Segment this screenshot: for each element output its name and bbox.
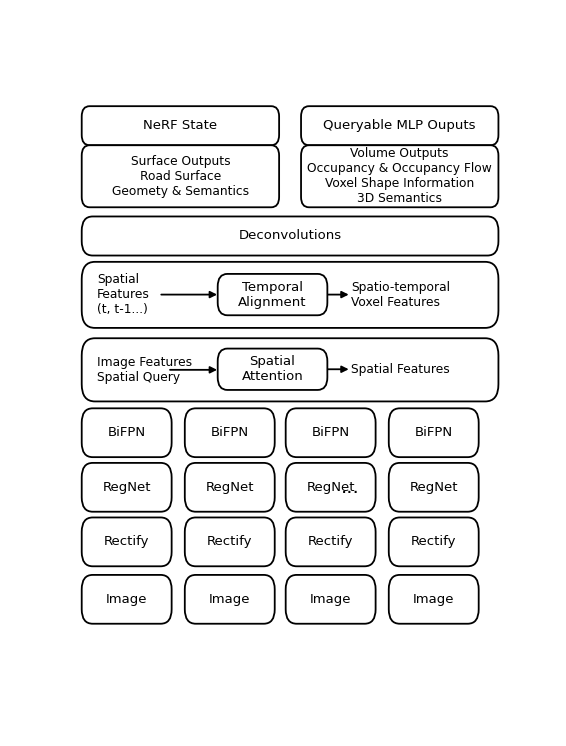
FancyBboxPatch shape: [185, 408, 275, 457]
FancyBboxPatch shape: [286, 463, 376, 512]
FancyBboxPatch shape: [389, 575, 479, 624]
Text: NeRF State: NeRF State: [143, 119, 217, 132]
Text: RegNet: RegNet: [205, 481, 254, 494]
Text: Image: Image: [106, 593, 147, 606]
Text: Rectify: Rectify: [411, 536, 457, 548]
Text: Image: Image: [209, 593, 251, 606]
FancyBboxPatch shape: [286, 518, 376, 566]
Text: Image: Image: [310, 593, 351, 606]
Text: BiFPN: BiFPN: [312, 426, 350, 439]
Text: Image: Image: [413, 593, 454, 606]
Text: Spatial Features: Spatial Features: [351, 363, 450, 376]
Text: BiFPN: BiFPN: [108, 426, 145, 439]
FancyBboxPatch shape: [218, 348, 327, 390]
FancyBboxPatch shape: [185, 575, 275, 624]
Text: Rectify: Rectify: [104, 536, 149, 548]
FancyBboxPatch shape: [82, 106, 279, 145]
Text: ...: ...: [341, 477, 360, 497]
Text: BiFPN: BiFPN: [415, 426, 453, 439]
Text: Spatial
Features
(t, t-1...): Spatial Features (t, t-1...): [97, 273, 150, 316]
Text: Rectify: Rectify: [207, 536, 252, 548]
Text: RegNet: RegNet: [306, 481, 355, 494]
Text: RegNet: RegNet: [102, 481, 151, 494]
Text: Queryable MLP Ouputs: Queryable MLP Ouputs: [324, 119, 476, 132]
FancyBboxPatch shape: [185, 463, 275, 512]
FancyBboxPatch shape: [185, 518, 275, 566]
FancyBboxPatch shape: [82, 262, 499, 328]
Text: Rectify: Rectify: [308, 536, 353, 548]
Text: RegNet: RegNet: [409, 481, 458, 494]
Text: Temporal
Alignment: Temporal Alignment: [238, 280, 307, 309]
FancyBboxPatch shape: [301, 106, 499, 145]
FancyBboxPatch shape: [286, 408, 376, 457]
FancyBboxPatch shape: [82, 408, 171, 457]
FancyBboxPatch shape: [389, 408, 479, 457]
Text: Volume Outputs
Occupancy & Occupancy Flow
Voxel Shape Information
3D Semantics: Volume Outputs Occupancy & Occupancy Flo…: [307, 147, 492, 205]
FancyBboxPatch shape: [82, 338, 499, 401]
FancyBboxPatch shape: [389, 463, 479, 512]
Text: Spatio-temporal
Voxel Features: Spatio-temporal Voxel Features: [351, 280, 451, 309]
FancyBboxPatch shape: [82, 518, 171, 566]
FancyBboxPatch shape: [82, 575, 171, 624]
FancyBboxPatch shape: [218, 274, 327, 316]
Text: BiFPN: BiFPN: [211, 426, 249, 439]
Text: Spatial
Attention: Spatial Attention: [242, 355, 303, 383]
FancyBboxPatch shape: [82, 145, 279, 207]
FancyBboxPatch shape: [82, 463, 171, 512]
FancyBboxPatch shape: [301, 145, 499, 207]
FancyBboxPatch shape: [82, 216, 499, 256]
Text: Image Features
Spatial Query: Image Features Spatial Query: [97, 356, 192, 384]
FancyBboxPatch shape: [389, 518, 479, 566]
Text: Surface Outputs
Road Surface
Geomety & Semantics: Surface Outputs Road Surface Geomety & S…: [112, 154, 249, 198]
FancyBboxPatch shape: [286, 575, 376, 624]
Text: Deconvolutions: Deconvolutions: [238, 230, 342, 242]
